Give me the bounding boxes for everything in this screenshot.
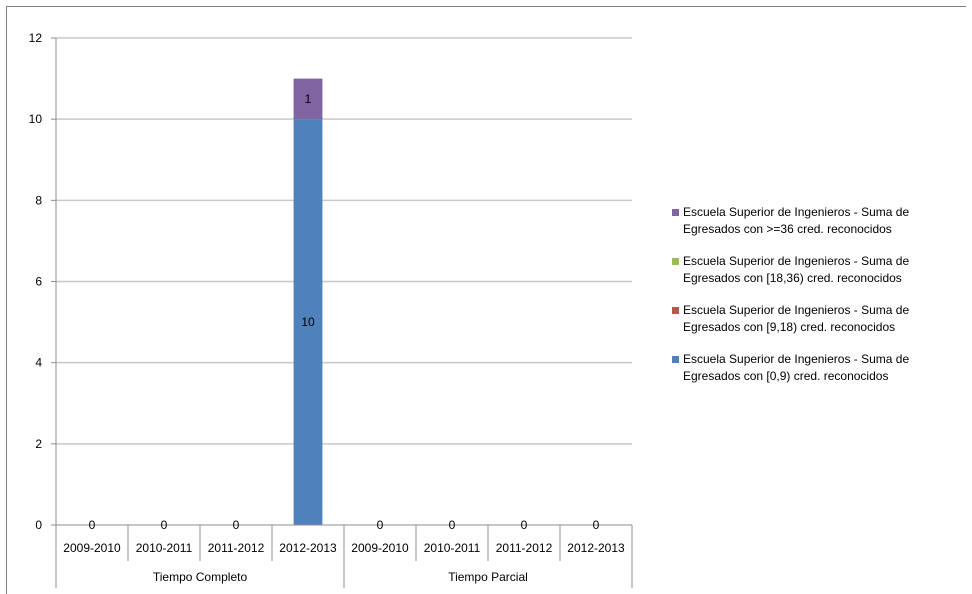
chart-frame	[6, 6, 966, 594]
legend-label: Escuela Superior de Ingenieros - Suma de…	[683, 303, 910, 334]
x-group-label: Tiempo Parcial	[448, 570, 528, 584]
data-label: 0	[593, 518, 600, 532]
legend-item: Escuela Superior de Ingenieros - Suma de…	[672, 204, 967, 238]
x-category-label: 2011-2012	[208, 541, 265, 555]
legend-swatch	[672, 209, 679, 216]
legend-swatch	[672, 356, 679, 363]
y-tick-label: 8	[35, 193, 42, 207]
y-tick-label: 10	[29, 112, 43, 126]
x-category-label: 2009-2010	[351, 541, 409, 555]
data-label: 0	[377, 518, 384, 532]
y-tick-label: 6	[35, 275, 42, 289]
legend-swatch	[672, 307, 679, 314]
x-category-label: 2010-2011	[424, 541, 481, 555]
legend-swatch	[672, 258, 679, 265]
data-label: 0	[521, 518, 528, 532]
legend-label: Escuela Superior de Ingenieros - Suma de…	[683, 254, 910, 285]
x-group-label: Tiempo Completo	[153, 570, 248, 584]
data-label: 0	[233, 518, 240, 532]
legend: Escuela Superior de Ingenieros - Suma de…	[672, 204, 967, 400]
legend-label: Escuela Superior de Ingenieros - Suma de…	[683, 352, 910, 383]
x-category-label: 2010-2011	[136, 541, 193, 555]
bar-segment	[293, 119, 323, 526]
x-category-label: 2009-2010	[63, 541, 121, 555]
axes	[51, 37, 633, 588]
y-tick-label: 4	[35, 356, 42, 370]
legend-item: Escuela Superior de Ingenieros - Suma de…	[672, 302, 967, 336]
y-tick-label: 12	[29, 31, 43, 45]
x-category-label: 2011-2012	[496, 541, 553, 555]
x-category-label: 2012-2013	[279, 541, 337, 555]
x-category-label: 2012-2013	[567, 541, 625, 555]
legend-item: Escuela Superior de Ingenieros - Suma de…	[672, 253, 967, 287]
gridlines	[56, 37, 632, 445]
data-label: 1	[305, 92, 312, 106]
data-label: 0	[449, 518, 456, 532]
legend-label: Escuela Superior de Ingenieros - Suma de…	[683, 205, 910, 236]
data-label: 10	[301, 315, 315, 329]
data-label: 0	[89, 518, 96, 532]
y-tick-label: 0	[35, 518, 42, 532]
bar-segment	[293, 78, 323, 120]
y-tick-label: 2	[35, 437, 42, 451]
data-label: 0	[161, 518, 168, 532]
bars	[293, 78, 323, 526]
legend-item: Escuela Superior de Ingenieros - Suma de…	[672, 351, 967, 385]
